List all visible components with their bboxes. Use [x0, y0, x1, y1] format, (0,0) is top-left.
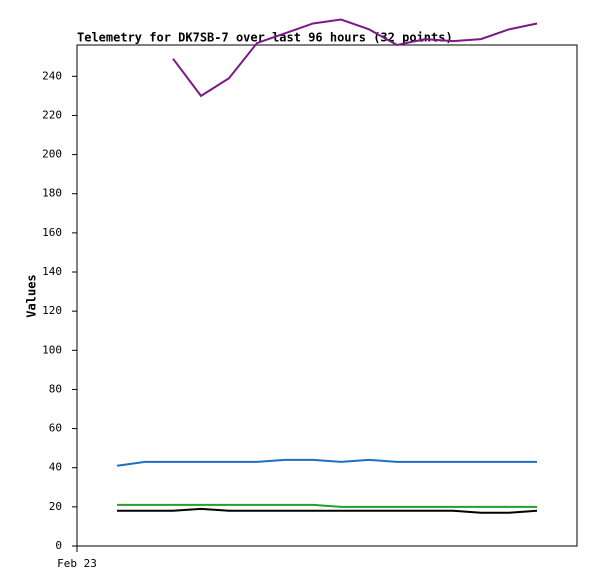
chart-title: Telemetry for DK7SB-7 over last 96 hours…	[77, 31, 453, 45]
y-tick-label: 180	[42, 187, 62, 200]
plot-frame	[76, 44, 578, 547]
y-tick-label: 20	[49, 500, 62, 513]
series-line	[172, 18, 538, 98]
y-tick-label: 240	[42, 69, 62, 82]
y-tick-label: 220	[42, 108, 62, 121]
y-tick-label: 160	[42, 226, 62, 239]
y-tick-label: 40	[49, 461, 62, 474]
y-tick-label: 140	[42, 265, 62, 278]
series-line	[117, 503, 537, 508]
series-line	[117, 507, 538, 514]
y-tick-label: 80	[49, 382, 62, 395]
y-tick-label: 100	[42, 343, 62, 356]
y-tick-label: 200	[42, 148, 62, 161]
x-tick-label: Feb 23	[57, 557, 97, 570]
series-line	[116, 458, 537, 467]
y-tick-label: 60	[49, 422, 62, 435]
y-tick-label: 120	[42, 304, 62, 317]
y-tick-label: 0	[55, 539, 62, 552]
y-axis-label: Values	[25, 274, 39, 317]
